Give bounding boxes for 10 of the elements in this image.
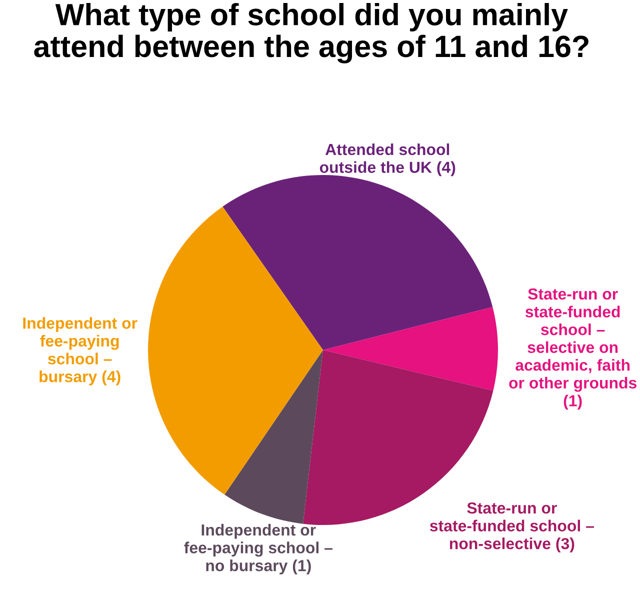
pie-slice — [148, 206, 323, 495]
chart-title: What type of school did you mainly attend between the ages of 11 and 16? — [34, 3, 588, 64]
slice-label: Attended school outside the UK (4) — [320, 143, 456, 176]
slice-label: Independent or fee-paying school – bursary (4) — [23, 317, 138, 386]
pie-slice — [323, 306, 498, 391]
pie-slice — [222, 175, 493, 350]
slice-label: State-run or state-funded school – selective on academic, faith or other grounds (1) — [509, 288, 636, 410]
slice-label: Independent or fee-paying school – no bursary (1) — [184, 524, 332, 574]
slice-label: State-run or state-funded school – non-selective (3) — [430, 502, 594, 552]
pie-slice — [224, 350, 323, 524]
